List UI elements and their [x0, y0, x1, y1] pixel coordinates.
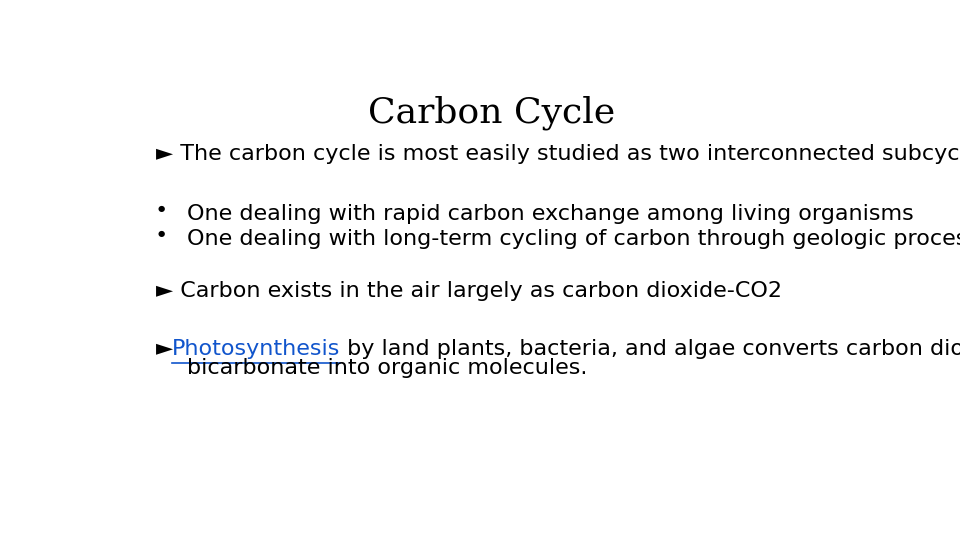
- Text: ●: ●: [157, 204, 164, 213]
- Text: ►: ►: [156, 339, 180, 359]
- Text: ●: ●: [157, 229, 164, 238]
- Text: ► The carbon cycle is most easily studied as two interconnected subcycles:: ► The carbon cycle is most easily studie…: [156, 144, 960, 164]
- Text: Carbon Cycle: Carbon Cycle: [369, 96, 615, 131]
- Text: bicarbonate into organic molecules.: bicarbonate into organic molecules.: [187, 358, 588, 378]
- Text: by land plants, bacteria, and algae converts carbon dioxide or: by land plants, bacteria, and algae conv…: [341, 339, 960, 359]
- Text: ► Carbon exists in the air largely as carbon dioxide-CO2: ► Carbon exists in the air largely as ca…: [156, 281, 781, 301]
- Text: Photosynthesis: Photosynthesis: [172, 339, 341, 359]
- Text: One dealing with long-term cycling of carbon through geologic processes: One dealing with long-term cycling of ca…: [187, 229, 960, 249]
- Text: One dealing with rapid carbon exchange among living organisms: One dealing with rapid carbon exchange a…: [187, 204, 914, 224]
